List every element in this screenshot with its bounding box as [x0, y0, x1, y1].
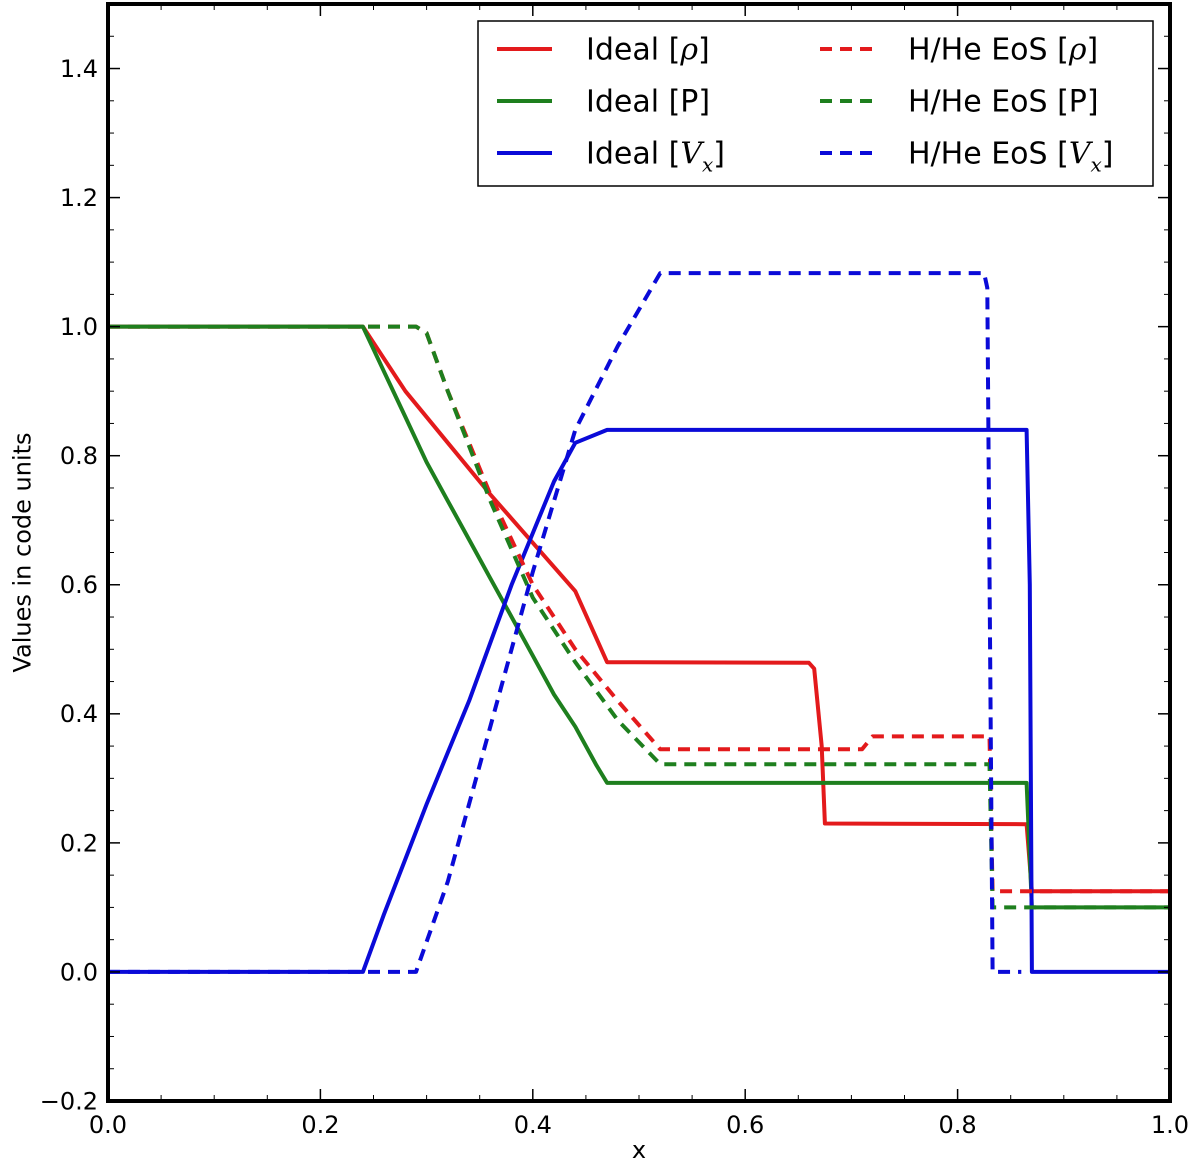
legend-label-prefix: H/He EoS [P] — [908, 85, 1099, 120]
series-line-1 — [108, 324, 1170, 910]
y-tick-label: 0.4 — [60, 700, 98, 728]
y-tick-label: 0.8 — [60, 442, 98, 470]
legend-label-3: H/He EoS [ρ] — [908, 33, 1098, 68]
y-tick-label: 1.2 — [60, 184, 98, 212]
x-tick-label: 0.6 — [726, 1111, 764, 1139]
y-axis-label: Values in code units — [8, 432, 36, 672]
legend-label-prefix: Ideal [ — [586, 33, 680, 68]
y-tick-label: 1.4 — [60, 55, 98, 83]
legend-label-1: Ideal [P] — [586, 85, 710, 120]
series-layer — [108, 271, 1170, 974]
series-line-0 — [108, 324, 1170, 894]
legend-label-prefix: Ideal [P] — [586, 85, 710, 120]
ticks-layer: 0.0 0.2 0.4 0.6 0.8 1.0−0.20.00.20.40.60.81.0… — [40, 4, 1189, 1139]
legend-label-suffix: ] — [1102, 137, 1114, 172]
legend-label-symbol: ρ — [1068, 33, 1087, 68]
legend-label-0: Ideal [ρ] — [586, 33, 710, 68]
y-tick-label: 1.0 — [60, 313, 98, 341]
x-tick-label: 0.0 — [89, 1111, 127, 1139]
legend-label-suffix: ] — [698, 33, 710, 68]
x-tick-label: 0.4 — [514, 1111, 552, 1139]
legend-label-subscript: x — [1090, 153, 1101, 177]
y-tick-label: 0.0 — [60, 958, 98, 986]
x-tick-label: 0.8 — [939, 1111, 977, 1139]
y-tick-label: 0.6 — [60, 571, 98, 599]
legend-label-symbol: V — [680, 137, 705, 172]
legend-label-suffix: ] — [1086, 33, 1098, 68]
legend: Ideal [ρ]Ideal [P]Ideal [Vx]H/He EoS [ρ]… — [477, 20, 1154, 187]
x-axis-label: x — [632, 1136, 646, 1163]
legend-box — [477, 20, 1154, 187]
x-tick-label: 0.2 — [301, 1111, 339, 1139]
legend-label-5: H/He EoS [Vx] — [908, 137, 1113, 177]
plot-frame — [106, 2, 1172, 1103]
y-tick-label: 0.2 — [60, 829, 98, 857]
series-line-5 — [108, 271, 1022, 974]
y-tick-label: −0.2 — [40, 1087, 98, 1115]
series-line-2 — [108, 427, 1170, 974]
legend-label-symbol: ρ — [679, 33, 698, 68]
legend-label-symbol: V — [1069, 137, 1094, 172]
legend-label-4: H/He EoS [P] — [908, 85, 1099, 120]
legend-label-subscript: x — [702, 153, 713, 177]
x-tick-label: 1.0 — [1151, 1111, 1189, 1139]
legend-label-2: Ideal [Vx] — [586, 137, 725, 177]
legend-label-prefix: Ideal [ — [586, 137, 680, 172]
legend-label-suffix: ] — [713, 137, 725, 172]
legend-label-prefix: H/He EoS [ — [908, 33, 1069, 68]
legend-label-prefix: H/He EoS [ — [908, 137, 1069, 172]
